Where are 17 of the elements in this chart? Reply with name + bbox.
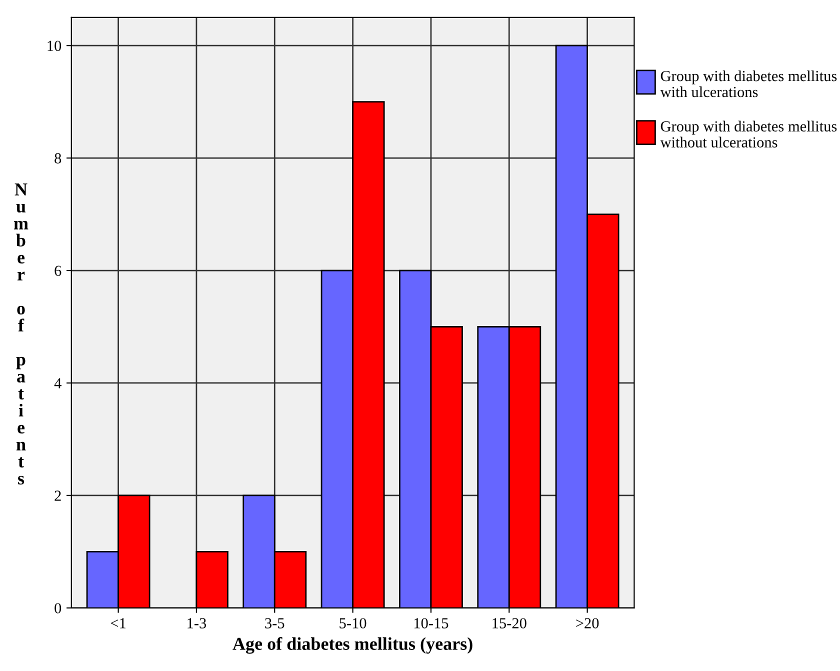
x-tick-label: 3-5 [265,618,284,628]
y-tick-label: 2 [54,490,61,501]
x-tick-label: 5-10 [340,618,366,628]
y-tick-label: 0 [54,603,62,614]
y-tick-label: 4 [54,378,62,388]
text: Number of patients [14,184,28,485]
y-tick-label: 6 [54,266,62,276]
x-tick-label: 1-3 [188,618,206,628]
legend-label: Group with diabetes mellitus without ulcerations [660,120,837,148]
x-tick-label: >20 [576,618,599,628]
x-tick-label: 10-15 [414,618,448,628]
y-tick-label: 10 [48,40,62,52]
x-tick-label: <1 [110,618,126,628]
legend-label: Group with diabetes mellitus with ulcerations [660,70,837,98]
x-tick-label: 15-20 [492,618,526,628]
y-tick-label: 8 [54,153,62,164]
x-axis-title: Age of diabetes mellitus (years) [232,637,472,654]
